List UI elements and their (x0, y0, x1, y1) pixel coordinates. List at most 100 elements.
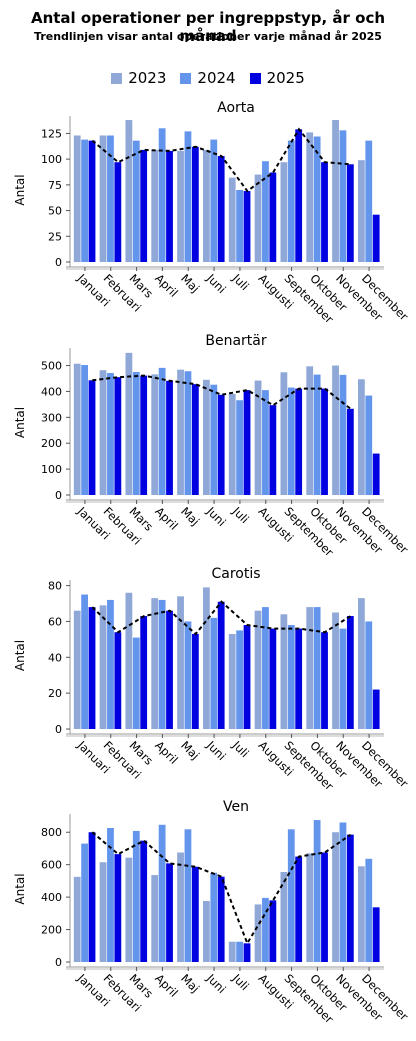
x-tick-label: Juli (229, 504, 252, 527)
bar-2024 (365, 621, 373, 729)
bar-2024 (184, 371, 192, 495)
bar-2023 (99, 605, 107, 729)
bar-2024 (236, 941, 244, 962)
y-axis-label: Antal (13, 873, 27, 904)
trendline-2025 (91, 127, 351, 193)
bar-2025 (140, 840, 148, 962)
bar-2023 (73, 876, 81, 962)
bar-2023 (202, 901, 210, 962)
y-tick-label: 0 (55, 256, 62, 269)
bar-2023 (254, 380, 262, 495)
y-tick-label: 0 (55, 956, 62, 969)
bar-2024 (158, 824, 166, 962)
bar-2024 (262, 161, 269, 262)
bar-2024 (210, 872, 218, 962)
y-tick-label: 200 (41, 437, 62, 450)
bar-2023 (228, 394, 236, 495)
legend: 2023 2024 2025 (0, 69, 416, 87)
bar-2025 (346, 834, 354, 962)
bar-2025 (243, 625, 251, 729)
bar-2024 (107, 599, 114, 729)
bar-2023 (280, 162, 288, 262)
x-tick-label: Maj (178, 504, 202, 528)
bar-2024 (184, 131, 192, 262)
y-tick-label: 400 (41, 891, 62, 904)
bar-2025 (243, 390, 251, 495)
bar-2024 (339, 374, 347, 495)
bar-2024 (287, 387, 295, 495)
bar-2024 (313, 820, 321, 962)
bar-2025 (243, 943, 251, 962)
y-tick-label: 0 (55, 489, 62, 502)
bar-2025 (321, 852, 328, 962)
x-tick-label: April (152, 971, 180, 999)
bar-2023 (357, 866, 365, 962)
bar-2024 (81, 365, 89, 495)
bar-2025 (140, 375, 148, 495)
y-axis-label: Antal (13, 174, 27, 205)
bar-2023 (99, 135, 107, 262)
bar-2025 (243, 191, 251, 262)
bar-2023 (280, 871, 288, 962)
bar-2023 (202, 149, 210, 262)
bar-2025 (191, 384, 199, 495)
legend-item-2023: 2023 (111, 69, 166, 87)
bar-2024 (313, 136, 321, 262)
bar-2024 (158, 128, 166, 262)
bar-2025 (191, 866, 199, 962)
bar-2025 (191, 633, 199, 729)
bar-2024 (210, 139, 218, 262)
x-tick-label: Maj (178, 738, 202, 762)
bar-2025 (114, 854, 122, 962)
bar-2024 (287, 829, 295, 962)
bar-2024 (132, 372, 140, 495)
bar-2023 (280, 372, 288, 495)
bar-2025 (372, 907, 380, 962)
bar-2024 (339, 628, 347, 729)
bar-2025 (140, 149, 148, 262)
bar-2025 (346, 408, 354, 495)
y-tick-label: 800 (41, 826, 62, 839)
bar-2023 (306, 607, 314, 729)
bar-2023 (177, 150, 184, 262)
panel-title: Aorta (217, 100, 255, 116)
bar-2024 (107, 135, 114, 262)
bar-2024 (158, 367, 166, 495)
bar-2024 (365, 858, 373, 962)
bar-2023 (228, 633, 236, 729)
bar-2023 (332, 120, 339, 262)
bar-2025 (321, 388, 328, 495)
bar-2023 (151, 374, 159, 495)
y-tick-label: 100 (41, 463, 62, 476)
bar-2024 (365, 395, 373, 495)
bar-2025 (295, 628, 303, 729)
bar-2025 (166, 610, 173, 729)
bar-2023 (125, 352, 133, 495)
y-tick-label: 20 (48, 687, 62, 700)
x-tick-label: Juli (229, 738, 252, 761)
y-tick-label: 600 (41, 859, 62, 872)
x-tick-label: Juni (203, 738, 229, 764)
bar-2023 (254, 174, 262, 262)
y-axis-label: Antal (13, 640, 27, 671)
bar-2023 (280, 614, 288, 729)
bar-2023 (73, 135, 81, 262)
bar-2025 (217, 394, 225, 495)
bar-2023 (151, 875, 159, 962)
bar-2024 (210, 617, 218, 729)
bar-2023 (357, 598, 365, 729)
trendline-2025 (92, 374, 352, 410)
bar-2024 (287, 140, 295, 262)
y-tick-label: 75 (48, 179, 62, 192)
y-tick-label: 50 (48, 205, 62, 218)
x-tick-label: Maj (178, 271, 202, 295)
bar-2024 (184, 621, 192, 729)
bar-2024 (365, 140, 373, 262)
bar-2023 (357, 379, 365, 495)
bar-2023 (306, 132, 314, 262)
y-tick-label: 25 (48, 230, 62, 243)
bar-2023 (254, 904, 262, 962)
bar-2023 (73, 363, 81, 495)
bar-2024 (184, 829, 192, 962)
